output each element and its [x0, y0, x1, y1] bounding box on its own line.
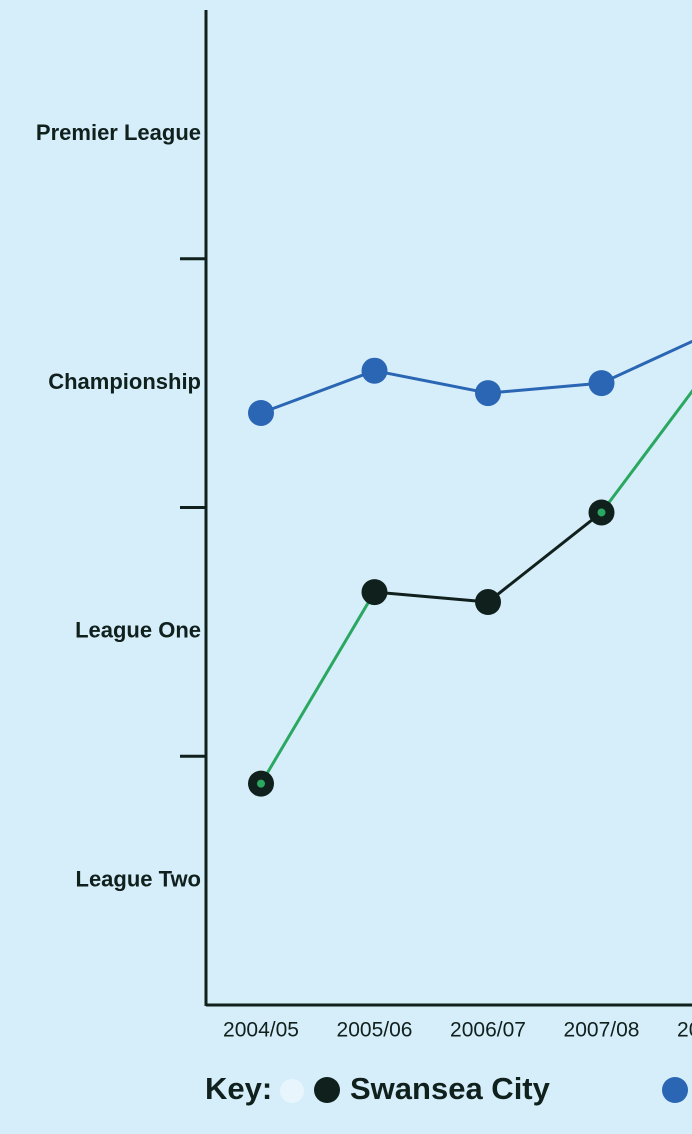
- promotion-dot: [257, 779, 265, 788]
- line-segment: [259, 591, 376, 785]
- point: [361, 357, 388, 384]
- x-tick-label: 2008/09: [677, 1019, 692, 1042]
- line-segment: [600, 388, 692, 514]
- point: [248, 399, 274, 426]
- legend-label: Swansea City: [350, 1071, 551, 1106]
- x-tick-label: 2007/08: [564, 1019, 640, 1042]
- point: [475, 589, 501, 616]
- point: [475, 380, 501, 407]
- promotion-dot: [597, 508, 606, 517]
- legend-marker: [314, 1077, 340, 1103]
- line-segment: [374, 590, 489, 604]
- legend-ghost: [280, 1079, 304, 1103]
- legend-title: Key:: [205, 1071, 272, 1106]
- line-segment: [374, 369, 489, 395]
- line-segment: [487, 381, 602, 395]
- line-segment: [600, 339, 692, 385]
- y-tick-label: League One: [75, 618, 201, 643]
- legend-marker: [662, 1077, 688, 1103]
- y-tick-label: Premier League: [36, 120, 201, 145]
- line-segment: [260, 369, 376, 415]
- point: [361, 579, 388, 606]
- line-segment: [487, 511, 603, 604]
- x-tick-label: 2006/07: [450, 1019, 526, 1042]
- point: [588, 370, 615, 397]
- x-tick-label: 2005/06: [337, 1019, 413, 1042]
- y-tick-label: Championship: [48, 369, 201, 394]
- y-tick-label: League Two: [76, 866, 202, 891]
- x-tick-label: 2004/05: [223, 1019, 299, 1042]
